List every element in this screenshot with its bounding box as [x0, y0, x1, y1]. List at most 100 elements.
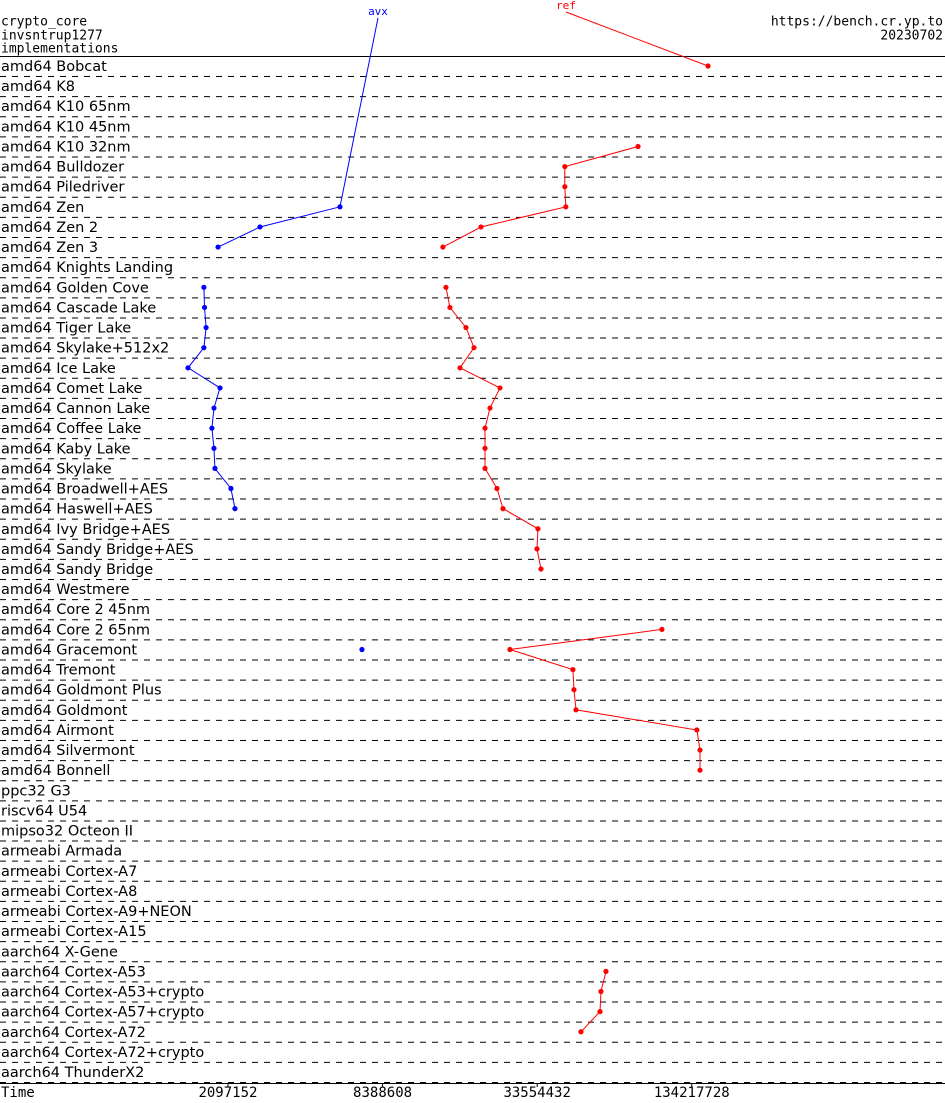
category-label: amd64 Coffee Lake: [1, 421, 142, 437]
category-label: aarch64 Cortex-A72+crypto: [1, 1045, 204, 1061]
category-label: amd64 Zen: [1, 200, 84, 216]
legend-label: ref: [556, 0, 576, 12]
category-label: amd64 Airmont: [1, 723, 114, 739]
data-point: [211, 405, 217, 411]
category-label: amd64 Cannon Lake: [1, 401, 150, 417]
data-point: [212, 465, 218, 471]
category-label: amd64 Bobcat: [1, 59, 107, 75]
category-label: amd64 Skylake: [1, 461, 112, 477]
data-point: [482, 445, 488, 451]
category-label: amd64 Bulldozer: [1, 160, 124, 176]
data-point: [257, 224, 263, 230]
data-point: [203, 324, 209, 331]
category-label: aarch64 Cortex-A57+crypto: [1, 1005, 204, 1021]
data-point: [232, 506, 238, 512]
data-point: [635, 143, 641, 150]
data-point: [500, 506, 506, 512]
data-point: [463, 324, 469, 331]
category-label: armeabi Cortex-A15: [1, 924, 147, 940]
category-label: mipso32 Octeon II: [1, 824, 133, 840]
data-point: [185, 365, 191, 371]
data-point: [217, 385, 223, 391]
category-label: amd64 K10 65nm: [1, 99, 131, 115]
data-point: [694, 727, 700, 733]
data-point: [443, 284, 449, 290]
x-tick-label: 33554432: [503, 1085, 570, 1101]
data-point: [573, 707, 579, 713]
category-label: aarch64 Cortex-A72: [1, 1025, 146, 1041]
data-point: [507, 646, 513, 653]
data-point: [534, 546, 540, 552]
category-label: amd64 Bonnell: [1, 763, 110, 779]
data-point: [337, 204, 343, 210]
category-label: armeabi Cortex-A7: [1, 864, 137, 880]
category-label: amd64 Silvermont: [1, 743, 135, 759]
category-label: amd64 Zen 2: [1, 220, 98, 236]
category-label: amd64 Westmere: [1, 582, 130, 598]
data-point: [562, 184, 568, 190]
category-label: armeabi Armada: [1, 844, 122, 860]
data-point: [201, 284, 207, 290]
data-point: [598, 988, 604, 995]
category-label: amd64 Core 2 65nm: [1, 622, 150, 638]
data-point: [494, 485, 500, 492]
category-label: amd64 K10 32nm: [1, 139, 131, 155]
data-point: [215, 244, 221, 250]
category-label: amd64 Piledriver: [1, 180, 124, 196]
category-label: amd64 Haswell+AES: [1, 502, 153, 518]
category-label: aarch64 Cortex-A53: [1, 964, 146, 980]
data-point: [603, 968, 609, 975]
category-label: amd64 Skylake+512x2: [1, 341, 169, 357]
data-point: [538, 566, 544, 572]
legend-label: avx: [368, 5, 388, 18]
category-label: amd64 K8: [1, 79, 75, 95]
category-label: amd64 Ice Lake: [1, 361, 116, 377]
series-leader: [565, 11, 709, 67]
category-label: amd64 Comet Lake: [1, 381, 142, 397]
category-label: amd64 Tiger Lake: [1, 321, 131, 337]
data-point: [659, 626, 665, 632]
category-label: amd64 Sandy Bridge: [1, 562, 153, 578]
y-axis-label: implementations: [1, 42, 118, 57]
data-point: [571, 687, 577, 693]
data-point: [211, 445, 217, 451]
category-label: amd64 Kaby Lake: [1, 441, 131, 457]
category-label: amd64 Sandy Bridge+AES: [1, 542, 194, 558]
category-label: amd64 Zen 3: [1, 240, 98, 256]
series-line: [442, 146, 701, 1033]
data-point: [497, 385, 503, 391]
source-url: https://bench.cr.yp.to: [771, 15, 943, 30]
date: 20230702: [880, 29, 943, 44]
category-label: riscv64 U54: [1, 803, 87, 819]
category-label: amd64 Broadwell+AES: [1, 482, 168, 498]
data-point: [563, 204, 569, 210]
category-label: amd64 Tremont: [1, 663, 116, 679]
category-label: amd64 Knights Landing: [1, 260, 173, 276]
category-label: ppc32 G3: [1, 783, 71, 799]
category-label: amd64 Goldmont Plus: [1, 683, 162, 699]
data-point: [535, 526, 541, 532]
x-tick-label: 2097152: [198, 1085, 257, 1101]
x-tick-label: 8388608: [353, 1085, 412, 1101]
category-label: amd64 Ivy Bridge+AES: [1, 522, 170, 538]
data-point: [482, 425, 488, 431]
category-label: amd64 Cascade Lake: [1, 300, 156, 316]
chart-title: crypto_core: [1, 15, 87, 30]
data-point: [570, 667, 576, 673]
data-point: [440, 244, 446, 250]
data-point: [471, 345, 477, 351]
category-label: aarch64 X-Gene: [1, 944, 118, 960]
series-leader: [339, 17, 379, 207]
chart-subtitle: invsntrup1277: [1, 29, 103, 44]
data-point: [457, 365, 463, 371]
data-point: [201, 304, 208, 311]
x-axis-label: Time: [1, 1085, 35, 1101]
data-point: [705, 63, 711, 69]
category-label: amd64 Core 2 45nm: [1, 602, 150, 618]
data-point: [228, 485, 234, 492]
category-label: armeabi Cortex-A8: [1, 884, 137, 900]
category-label: amd64 K10 45nm: [1, 119, 131, 135]
category-label: amd64 Gracemont: [1, 642, 137, 658]
data-point: [562, 164, 568, 170]
